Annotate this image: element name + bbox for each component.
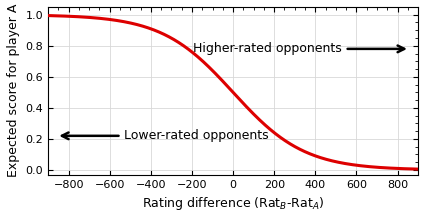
X-axis label: Rating difference (Rat$_B$-Rat$_A$): Rating difference (Rat$_B$-Rat$_A$) [142,195,324,212]
Text: Lower-rated opponents: Lower-rated opponents [62,129,269,142]
Text: Higher-rated opponents: Higher-rated opponents [193,42,404,55]
Y-axis label: Expected score for player A: Expected score for player A [7,4,20,177]
